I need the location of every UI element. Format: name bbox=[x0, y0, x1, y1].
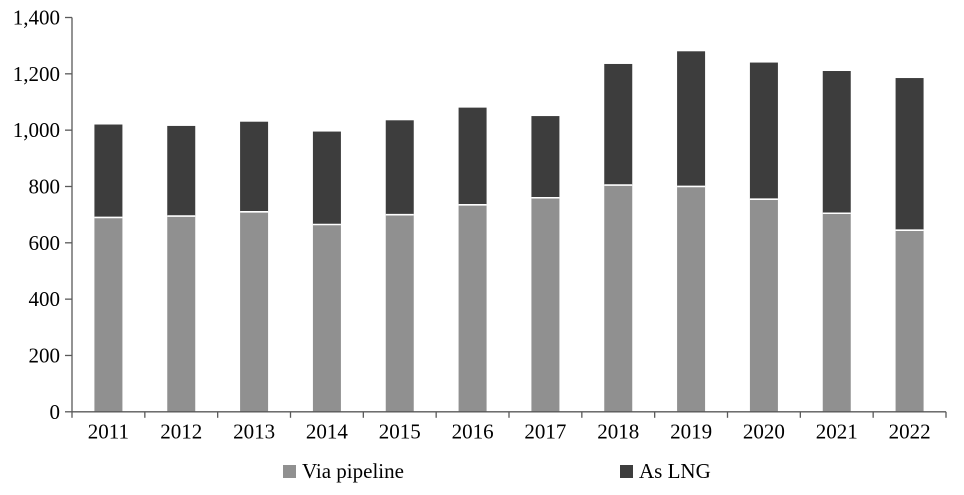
bar-segment-pipeline-2015 bbox=[385, 214, 414, 412]
x-tick-label-2018: 2018 bbox=[597, 420, 639, 444]
x-tick-label-2021: 2021 bbox=[816, 420, 858, 444]
bar-segment-lng-2017 bbox=[531, 116, 560, 198]
x-tick-label-2019: 2019 bbox=[670, 420, 712, 444]
bar-segment-pipeline-2022 bbox=[895, 230, 924, 412]
x-tick-label-2016: 2016 bbox=[452, 420, 494, 444]
x-tick-label-2022: 2022 bbox=[889, 420, 931, 444]
bar-segment-lng-2016 bbox=[458, 107, 487, 205]
y-tick-label-600: 600 bbox=[29, 231, 61, 255]
via-pipeline-swatch-icon bbox=[283, 464, 296, 478]
bar-segment-lng-2018 bbox=[604, 63, 633, 186]
bar-segment-pipeline-2012 bbox=[167, 216, 196, 412]
bar-segment-lng-2022 bbox=[895, 78, 924, 231]
legend-label-via-pipeline: Via pipeline bbox=[302, 459, 404, 483]
bar-segment-lng-2014 bbox=[312, 131, 341, 225]
bar-segment-pipeline-2014 bbox=[312, 224, 341, 412]
legend: Via pipeline As LNG bbox=[0, 458, 964, 490]
y-tick-label-1,000: 1,000 bbox=[13, 118, 60, 142]
x-tick-label-2013: 2013 bbox=[233, 420, 275, 444]
x-tick-label-2012: 2012 bbox=[160, 420, 202, 444]
bar-segment-pipeline-2018 bbox=[604, 185, 633, 412]
bar-segment-lng-2020 bbox=[749, 62, 778, 200]
legend-item-via-pipeline: Via pipeline bbox=[283, 458, 404, 484]
as-lng-swatch-icon bbox=[620, 464, 633, 478]
bar-segment-lng-2012 bbox=[167, 125, 196, 217]
x-tick-label-2011: 2011 bbox=[88, 420, 129, 444]
bar-segment-lng-2013 bbox=[240, 121, 269, 212]
bar-segment-lng-2015 bbox=[385, 120, 414, 215]
x-tick-label-2020: 2020 bbox=[743, 420, 785, 444]
bar-segment-pipeline-2017 bbox=[531, 197, 560, 412]
y-tick-label-1,400: 1,400 bbox=[13, 6, 60, 30]
y-tick-label-200: 200 bbox=[29, 343, 61, 367]
bar-segment-pipeline-2020 bbox=[749, 199, 778, 412]
bar-segment-pipeline-2016 bbox=[458, 204, 487, 412]
x-tick-label-2017: 2017 bbox=[524, 420, 566, 444]
bar-segment-pipeline-2019 bbox=[677, 186, 706, 412]
y-tick-label-0: 0 bbox=[50, 400, 61, 424]
y-tick-label-1,200: 1,200 bbox=[13, 62, 60, 86]
legend-label-as-lng: As LNG bbox=[639, 459, 711, 483]
bar-segment-lng-2021 bbox=[822, 71, 851, 214]
y-tick-label-800: 800 bbox=[29, 174, 61, 198]
x-tick-label-2015: 2015 bbox=[379, 420, 421, 444]
bar-segment-lng-2019 bbox=[677, 51, 706, 187]
x-tick-label-2014: 2014 bbox=[306, 420, 349, 444]
bar-segment-pipeline-2013 bbox=[240, 211, 269, 412]
bar-segment-lng-2011 bbox=[94, 124, 123, 218]
bar-segment-pipeline-2011 bbox=[94, 217, 123, 412]
y-tick-label-400: 400 bbox=[29, 287, 61, 311]
bar-segment-pipeline-2021 bbox=[822, 213, 851, 412]
legend-item-as-lng: As LNG bbox=[620, 458, 711, 484]
